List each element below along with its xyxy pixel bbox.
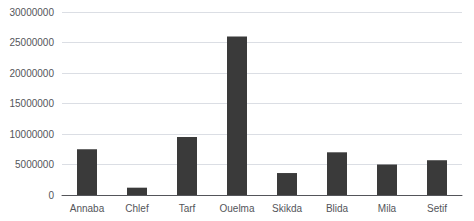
svg-text:Ouelma: Ouelma xyxy=(219,203,254,214)
svg-text:0: 0 xyxy=(48,190,54,201)
svg-text:5000000: 5000000 xyxy=(15,159,54,170)
svg-text:20000000: 20000000 xyxy=(10,68,55,79)
svg-text:15000000: 15000000 xyxy=(10,98,55,109)
svg-text:Blida: Blida xyxy=(326,203,349,214)
svg-text:Mila: Mila xyxy=(378,203,397,214)
svg-text:Chlef: Chlef xyxy=(125,203,149,214)
svg-text:25000000: 25000000 xyxy=(10,37,55,48)
svg-text:Annaba: Annaba xyxy=(70,203,105,214)
svg-text:30000000: 30000000 xyxy=(10,7,55,18)
svg-text:Setif: Setif xyxy=(427,203,447,214)
svg-text:Tarf: Tarf xyxy=(179,203,196,214)
svg-text:10000000: 10000000 xyxy=(10,129,55,140)
svg-text:Skikda: Skikda xyxy=(272,203,302,214)
